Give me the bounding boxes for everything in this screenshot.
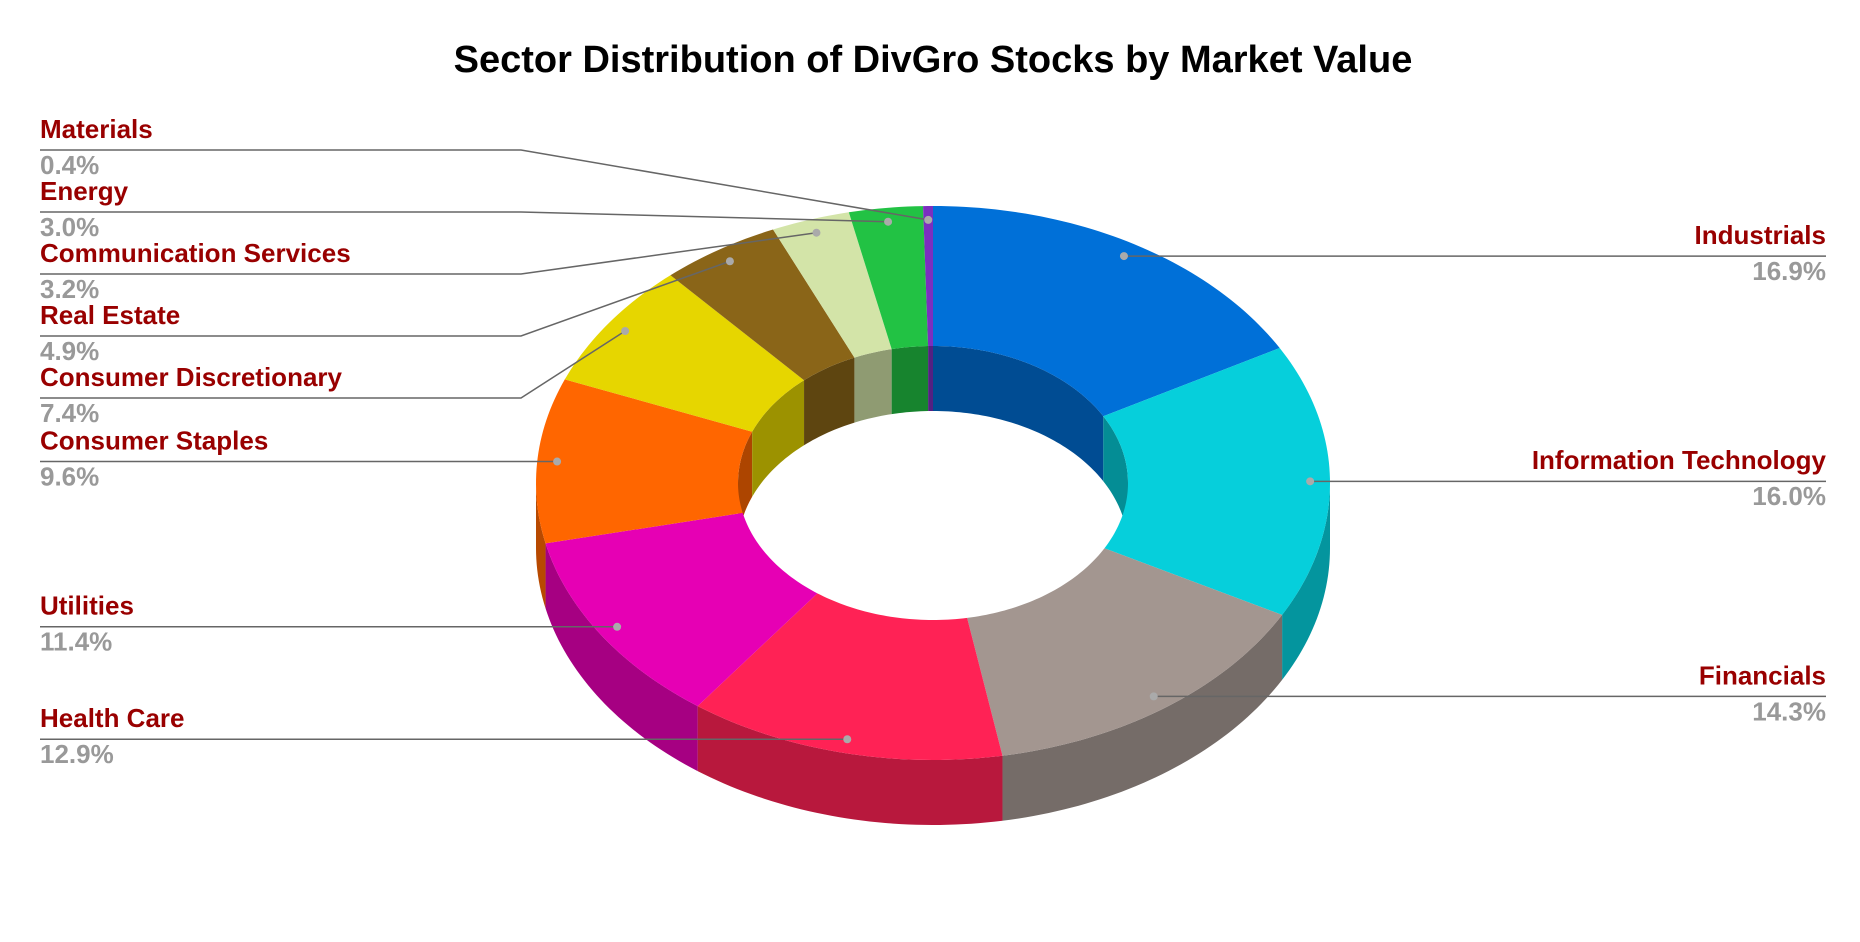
slice (967, 548, 1283, 756)
leader-dot (924, 215, 933, 224)
slice (933, 206, 1280, 417)
leader-dot (884, 217, 893, 226)
slice-label: Materials (40, 114, 153, 144)
slice-inner-wall (804, 357, 855, 446)
slice-label: Utilities (40, 591, 134, 621)
slice (848, 206, 929, 350)
slice-label: Energy (40, 176, 129, 206)
leader-dot (843, 735, 852, 744)
slice-label: Real Estate (40, 300, 180, 330)
leader-line (40, 211, 889, 223)
leader-dot (553, 457, 562, 466)
leader-line (40, 231, 817, 275)
slice (1103, 348, 1330, 615)
slice-outer-wall (536, 483, 546, 609)
leader-line (40, 149, 929, 221)
slice (923, 206, 933, 347)
slice-outer-wall (1282, 483, 1330, 680)
slice-label: Financials (1699, 660, 1826, 690)
slice-outer-wall (545, 543, 698, 772)
leader-dot (621, 327, 630, 336)
slice-value-label: 7.4% (40, 398, 99, 428)
slice-label: Industrials (1695, 220, 1826, 250)
slice-label: Consumer Discretionary (40, 362, 343, 392)
slice (564, 275, 805, 432)
slice-value-label: 12.9% (40, 739, 114, 769)
slice-inner-wall (928, 346, 933, 412)
slice (536, 379, 753, 544)
slice-value-label: 11.4% (40, 627, 112, 657)
slice-inner-wall (1103, 416, 1128, 548)
slice-inner-wall (752, 380, 805, 497)
leader-dot (1119, 252, 1128, 261)
leader-dot (613, 622, 622, 631)
slice-outer-wall (1002, 614, 1283, 821)
slice-inner-wall (933, 346, 1104, 482)
slice-label: Communication Services (40, 238, 351, 268)
slice-inner-wall (891, 346, 929, 415)
slice (545, 512, 818, 707)
slice-value-label: 4.9% (40, 336, 99, 366)
slice-outer-wall (697, 706, 1003, 825)
slice-label: Health Care (40, 703, 185, 733)
leader-dot (725, 257, 734, 266)
slice-value-label: 14.3% (1752, 696, 1826, 726)
top-faces (536, 206, 1330, 760)
leader-line (40, 330, 626, 399)
walls (536, 483, 1330, 825)
slice (670, 229, 855, 381)
leader-dot (812, 228, 821, 237)
leader-dot (1149, 692, 1158, 701)
leader-line (40, 260, 731, 337)
leader-dot (1306, 477, 1315, 486)
slice-value-label: 0.4% (40, 150, 99, 180)
slice-value-label: 16.9% (1752, 256, 1826, 286)
slice (773, 212, 892, 358)
slice (697, 593, 1003, 760)
chart-title: Sector Distribution of DivGro Stocks by … (454, 39, 1413, 81)
inner-walls (738, 346, 1128, 548)
slice-inner-wall (854, 349, 892, 423)
slice-value-label: 9.6% (40, 461, 99, 491)
slice-label: Consumer Staples (40, 425, 268, 455)
slice-value-label: 16.0% (1752, 481, 1826, 511)
slice-value-label: 3.0% (40, 212, 99, 242)
slice-value-label: 3.2% (40, 274, 99, 304)
slice-label: Information Technology (1532, 445, 1827, 475)
